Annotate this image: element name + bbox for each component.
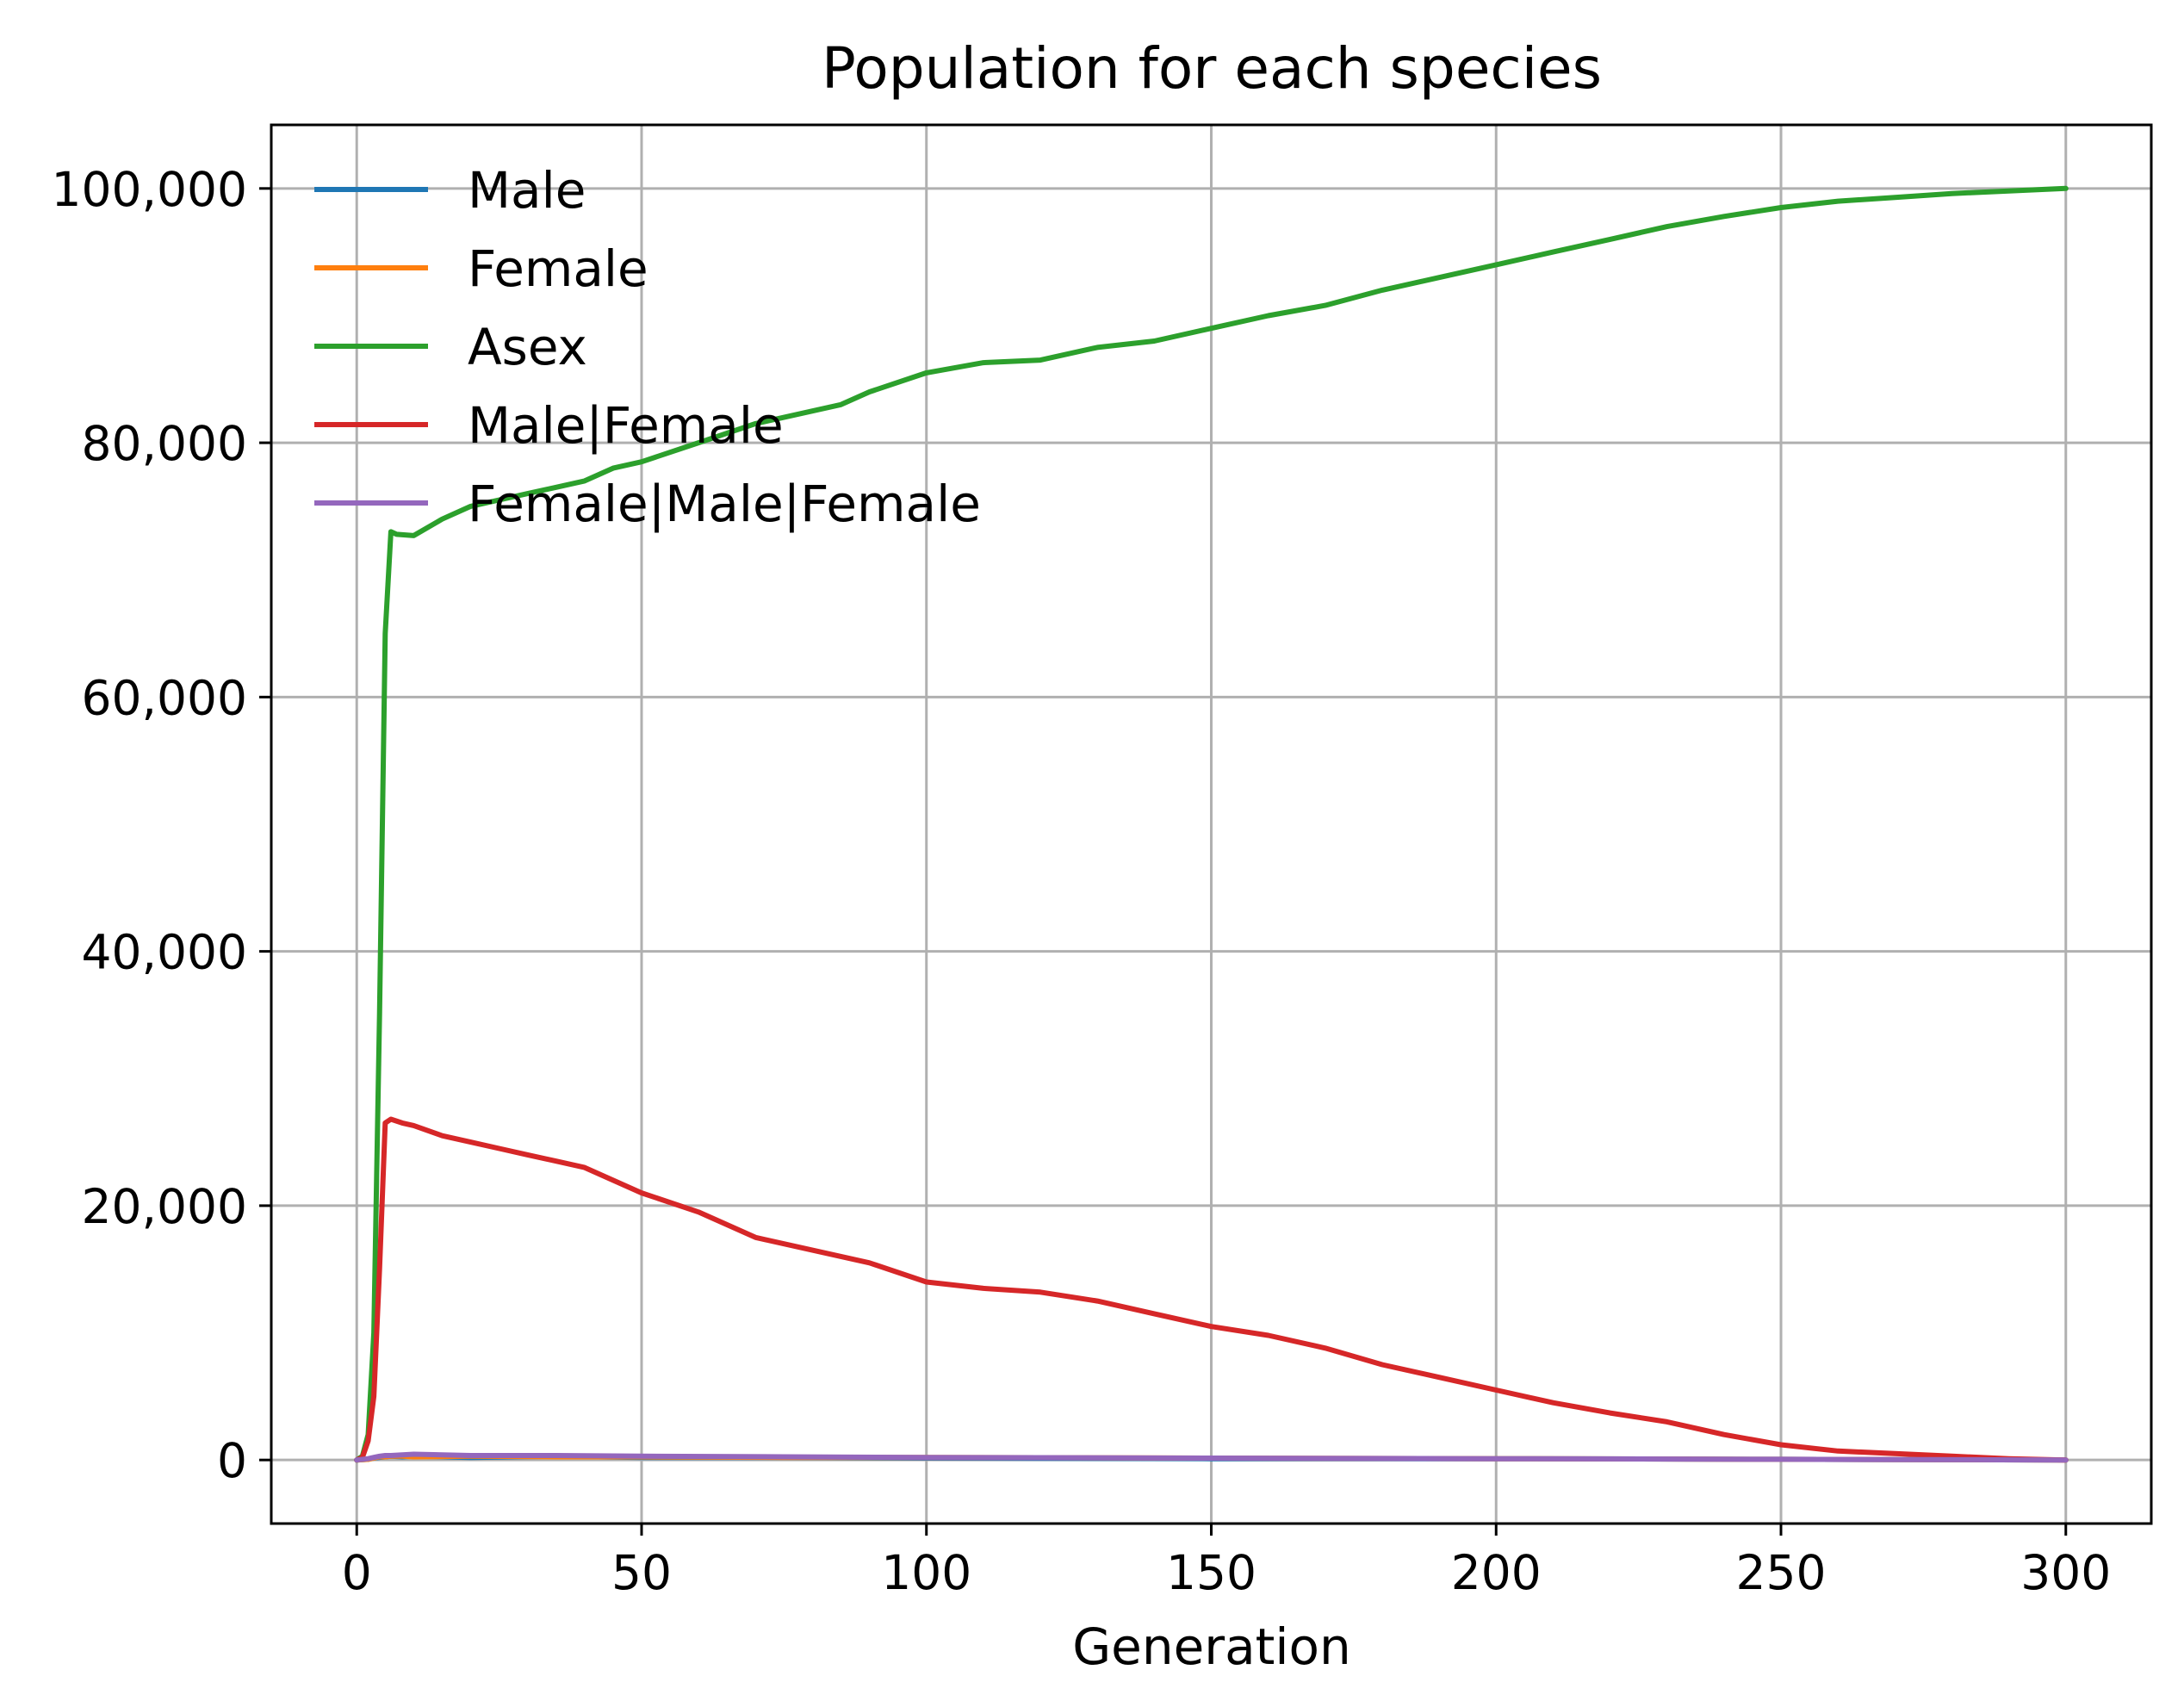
- x-tick-label: 200: [1451, 1545, 1542, 1600]
- legend-label-male: Male: [468, 161, 586, 220]
- x-tick-label: 0: [342, 1545, 372, 1600]
- grid: [271, 125, 2151, 1524]
- legend: Male Female Asex Male|Female Female|Male|Fem…: [314, 161, 981, 533]
- axis-ticks: 0 50 100 150 200 250 300 0 20,000 40,000 60,000 80,…: [52, 162, 2112, 1600]
- y-tick-label: 60,000: [82, 670, 247, 725]
- y-tick-label: 100,000: [52, 162, 247, 217]
- series-line-asex: [354, 185, 2069, 1463]
- y-tick-label: 20,000: [82, 1179, 247, 1234]
- x-axis-label: Generation: [1072, 1617, 1351, 1676]
- chart-title: Population for each species: [822, 35, 1602, 102]
- series-line-male-female: [354, 1116, 2069, 1463]
- x-tick-label: 150: [1166, 1545, 1256, 1600]
- legend-label-male-female: Male|Female: [468, 396, 784, 455]
- series-lines: [354, 185, 2069, 1463]
- y-tick-label: 0: [217, 1433, 247, 1488]
- series-line-female-male-female: [354, 1451, 2069, 1463]
- legend-label-asex: Asex: [468, 318, 587, 376]
- y-tick-label: 80,000: [82, 416, 247, 471]
- x-tick-label: 300: [2020, 1545, 2111, 1600]
- legend-label-female: Female: [468, 239, 648, 298]
- x-tick-label: 250: [1736, 1545, 1827, 1600]
- x-tick-label: 100: [881, 1545, 971, 1600]
- y-tick-label: 40,000: [82, 925, 247, 980]
- legend-label-female-male-female: Female|Male|Female: [468, 475, 981, 533]
- x-tick-label: 50: [611, 1545, 672, 1600]
